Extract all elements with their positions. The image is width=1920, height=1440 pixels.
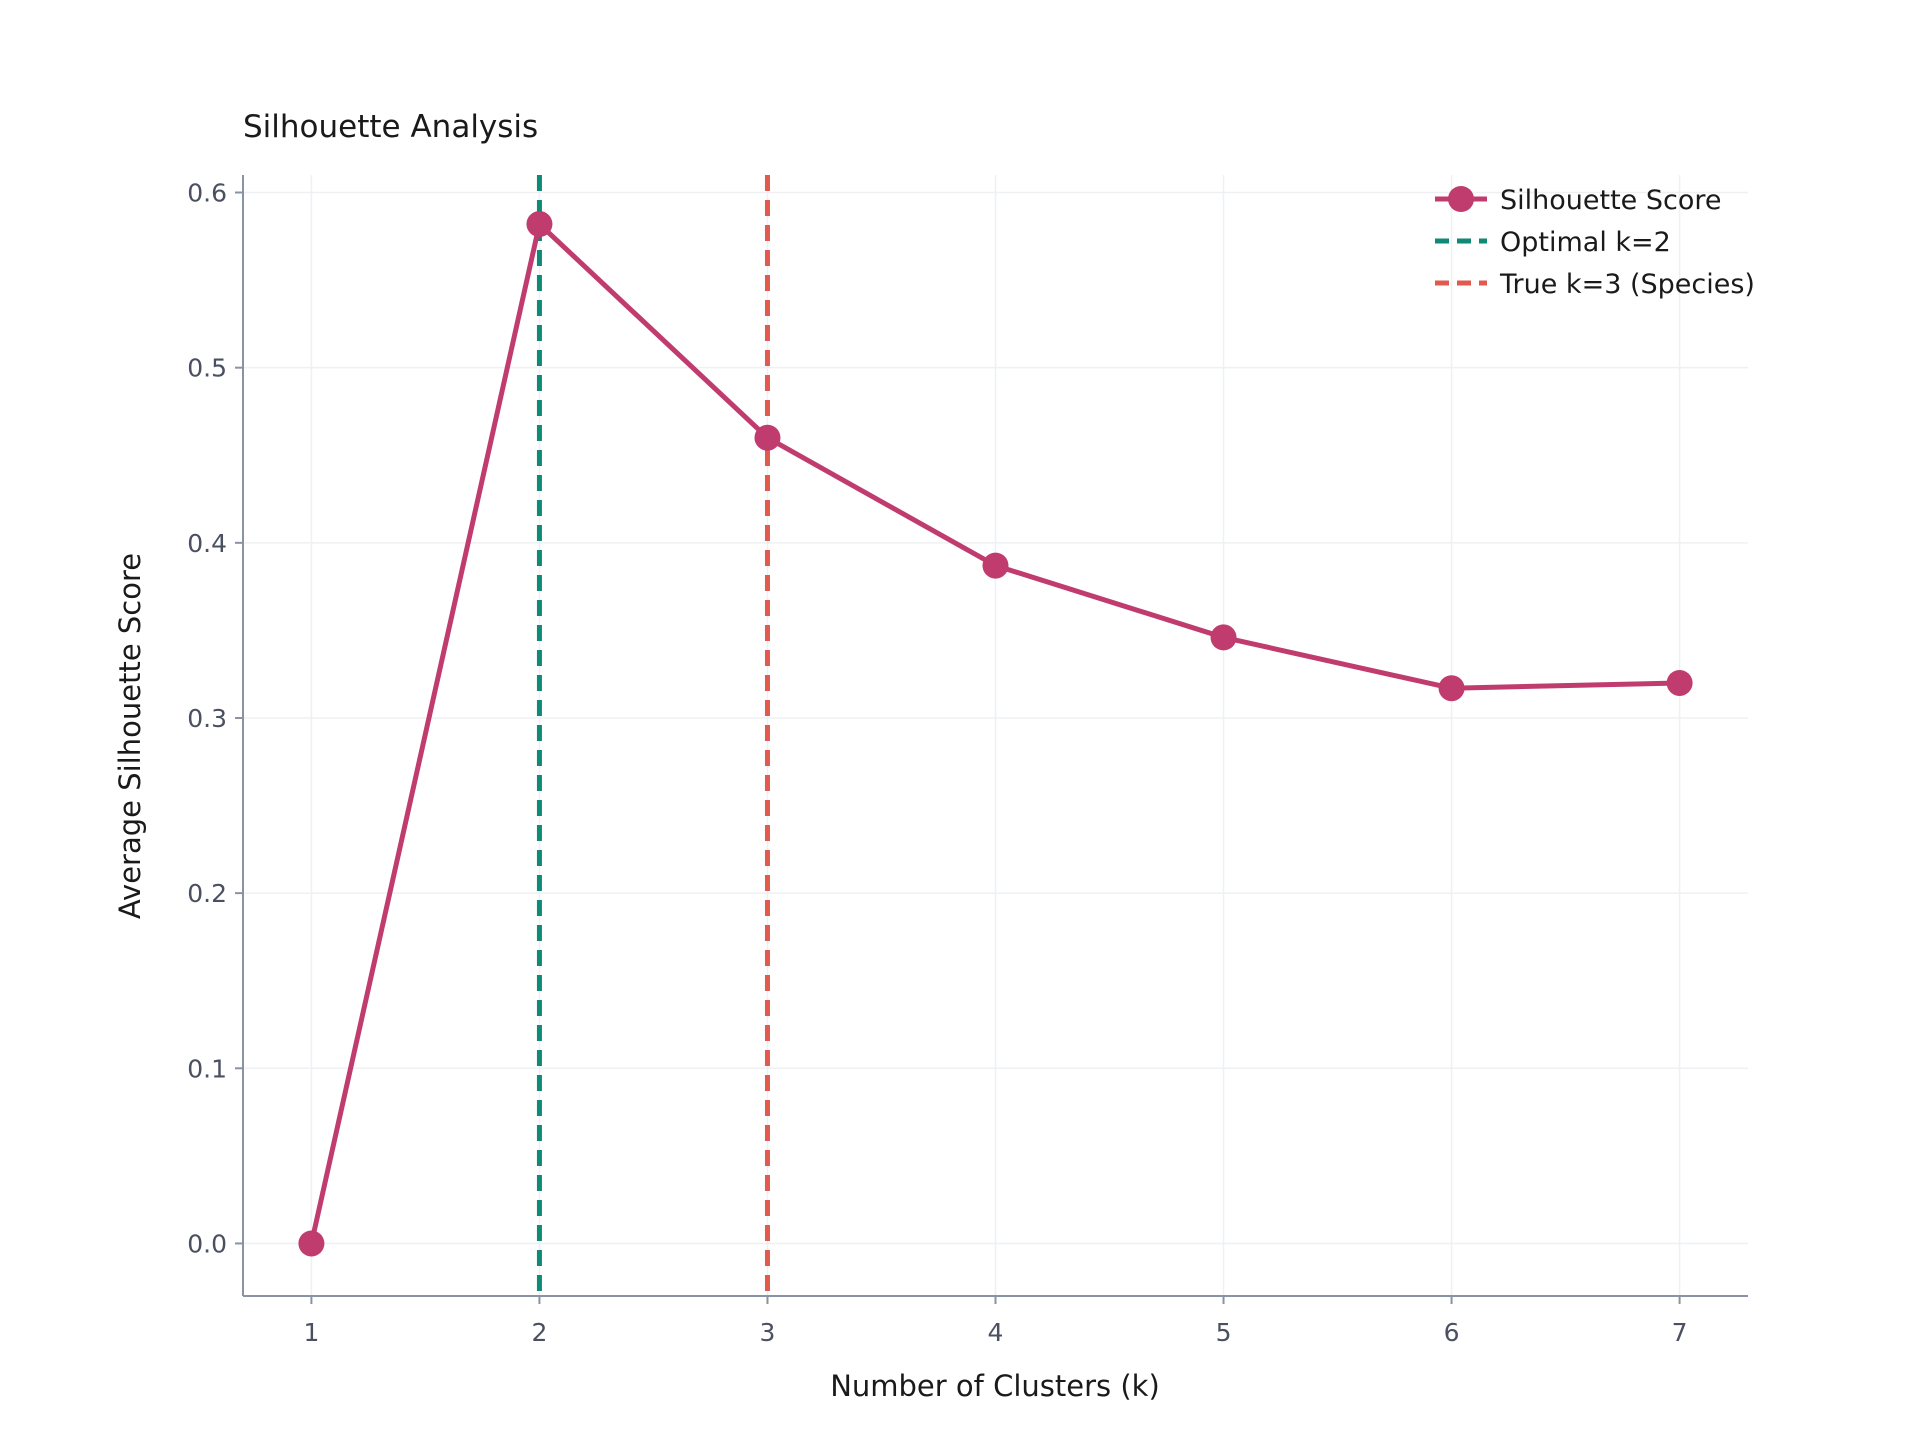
data-point	[982, 552, 1009, 579]
y-axis-label: Average Silhouette Score	[113, 553, 147, 919]
x-tick-label: 3	[760, 1318, 776, 1347]
y-tick-label: 0.2	[187, 879, 227, 908]
x-tick-label: 5	[1216, 1318, 1232, 1347]
data-point	[1438, 675, 1465, 702]
x-tick-label: 7	[1672, 1318, 1688, 1347]
y-tick-label: 0.6	[187, 179, 227, 208]
data-point	[754, 424, 781, 451]
grid-lines	[243, 175, 1748, 1296]
data-point	[1666, 669, 1693, 696]
reference-lines	[536, 175, 770, 1296]
y-tick-label: 0.1	[187, 1054, 227, 1083]
ticks: 0.0 0.1 0.2 0.3 0.4 0.5 0.6 1 2 3 4 5 6 7	[187, 179, 1687, 1347]
chart-title: Silhouette Analysis	[243, 109, 538, 145]
y-tick-label: 0.5	[187, 354, 227, 383]
legend-swatch-silhouette-marker	[1448, 186, 1474, 212]
y-tick-label: 0.0	[187, 1229, 227, 1258]
x-tick-label: 4	[988, 1318, 1004, 1347]
series-layer	[298, 211, 1693, 1257]
y-tick-label: 0.4	[187, 529, 227, 558]
data-point	[298, 1230, 325, 1257]
legend-label-true-k: True k=3 (Species)	[1499, 269, 1755, 300]
legend: Silhouette Score Optimal k=2 True k=3 (S…	[1435, 185, 1755, 300]
legend-label-optimal-k: Optimal k=2	[1500, 227, 1671, 258]
x-axis-label: Number of Clusters (k)	[830, 1369, 1160, 1403]
legend-label-silhouette-score: Silhouette Score	[1500, 185, 1721, 216]
y-tick-label: 0.3	[187, 704, 227, 733]
x-tick-label: 2	[531, 1318, 547, 1347]
data-point	[526, 211, 553, 238]
x-tick-label: 6	[1444, 1318, 1460, 1347]
data-point	[1210, 624, 1237, 651]
x-tick-label: 1	[303, 1318, 319, 1347]
